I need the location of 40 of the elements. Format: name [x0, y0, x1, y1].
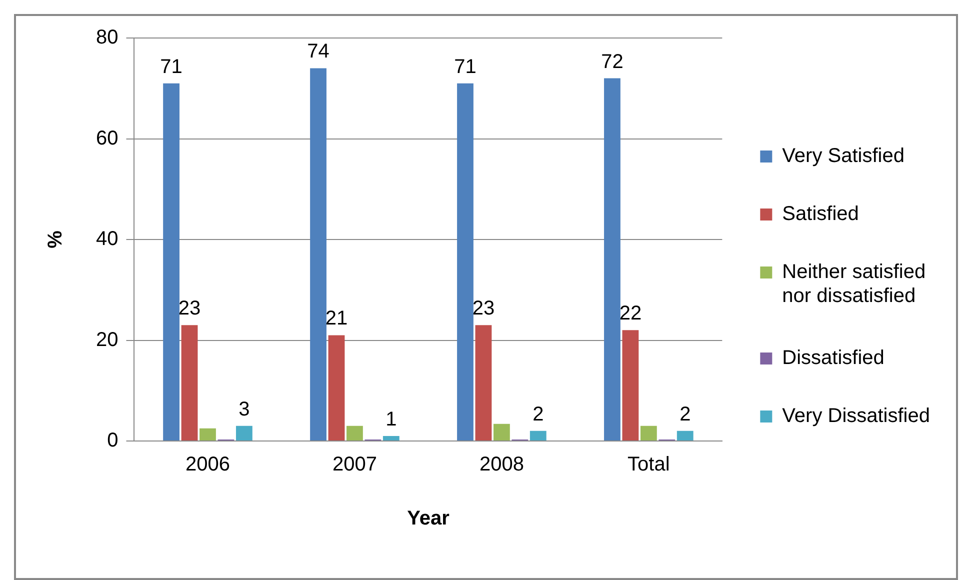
data-label: 71 [454, 56, 476, 78]
bar [200, 428, 216, 440]
x-tick-label: 2006 [185, 454, 230, 476]
x-tick-label: 2008 [479, 454, 524, 476]
y-tick-label: 20 [96, 328, 118, 351]
y-tick-label: 0 [107, 430, 118, 452]
data-label: 72 [601, 50, 624, 73]
x-axis-title: Year [407, 508, 450, 530]
legend-label: Very Satisfied [782, 145, 904, 168]
bar [640, 426, 657, 440]
y-tick-label: 80 [96, 26, 118, 49]
legend-label: Dissatisfied [782, 347, 884, 370]
bar [475, 325, 492, 440]
data-label: 2 [680, 403, 691, 426]
y-axis-title: % [44, 230, 67, 248]
legend-label: Neither satisfied nor dissatisfied [782, 261, 926, 308]
bar [346, 426, 363, 440]
bar [622, 330, 639, 440]
bar [181, 325, 198, 440]
legend-label: Satisfied [782, 203, 859, 226]
bar [382, 436, 400, 440]
y-tick-label: 40 [96, 228, 118, 250]
y-tick-label: 60 [96, 127, 118, 150]
bar [163, 83, 180, 440]
bar [493, 424, 510, 440]
data-label: 1 [386, 408, 397, 430]
x-tick-label: Total [628, 454, 670, 476]
data-label: 71 [160, 56, 182, 78]
bar [676, 430, 694, 440]
data-label: 2 [532, 403, 544, 426]
legend-label: Very Dissatisfied [782, 405, 930, 428]
bar [310, 68, 326, 440]
bar [236, 426, 252, 440]
bar [604, 78, 620, 440]
bar [530, 430, 546, 440]
x-tick-label: 2007 [332, 454, 377, 476]
data-label: 3 [238, 398, 250, 420]
data-label: 74 [307, 40, 330, 63]
bar [457, 83, 474, 440]
bar [328, 335, 345, 440]
